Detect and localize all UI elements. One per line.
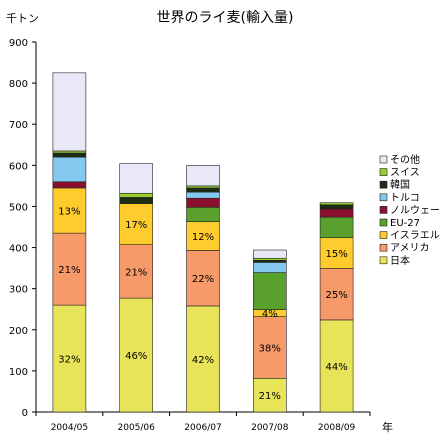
legend-swatch (379, 180, 388, 189)
y-tick-label: 500 (9, 202, 28, 213)
data-label: 12% (192, 232, 214, 243)
legend-label: その他 (390, 153, 420, 166)
bar-segment (186, 197, 220, 208)
bar-segment (52, 152, 87, 158)
legend-swatch (379, 218, 388, 227)
bar-segment (52, 72, 87, 152)
y-axis-unit-label: 千トン (6, 12, 39, 25)
bar-segment (119, 163, 153, 194)
bar-segment (319, 216, 354, 238)
bar-segment (186, 206, 220, 222)
bar-segment (319, 319, 354, 413)
legend-swatch (379, 256, 388, 265)
bar-segment (319, 204, 354, 210)
bar-segment (253, 316, 287, 379)
x-axis-ticks: 2004/05 2005/06 2006/07 2007/08 2008/09 (35, 412, 371, 433)
y-tick-label: 800 (9, 79, 28, 90)
legend-label: トルコ (390, 193, 420, 204)
bar-segment (319, 202, 354, 206)
bar-segment (186, 250, 220, 307)
bar-segment (119, 203, 153, 245)
data-label: 15% (325, 249, 347, 260)
legend-swatch (379, 206, 388, 214)
y-tick-label: 600 (9, 161, 28, 172)
bar-segment (253, 262, 287, 273)
legend-swatch (379, 243, 388, 252)
bar-segment (52, 181, 87, 189)
bar-segment (52, 156, 87, 183)
x-tick-label: 2008/09 (318, 423, 356, 433)
y-tick-label: 100 (9, 367, 28, 378)
bar-segment (119, 192, 153, 198)
y-tick-label: 400 (9, 244, 28, 255)
bar-segment (319, 268, 354, 321)
data-label: 38% (259, 343, 281, 354)
x-tick-label: 2004/05 (51, 423, 88, 433)
y-axis-ticks: 0 100 200 300 400 500 600 700 800 900 (9, 38, 36, 419)
data-label: 13% (58, 207, 80, 218)
y-tick-label: 900 (9, 38, 28, 49)
bar-segment (253, 272, 287, 310)
data-label: 32% (58, 355, 80, 366)
data-label: 21% (58, 265, 80, 276)
chart-title: 世界のライ麦(輸入量) (157, 10, 294, 26)
data-label: 17% (125, 220, 147, 231)
x-tick-label: 2007/08 (251, 423, 289, 433)
bar-segment (186, 305, 220, 413)
bar-segment (253, 259, 287, 263)
y-tick-label: 300 (9, 285, 28, 296)
legend-swatch (379, 231, 388, 239)
bar-segment (253, 249, 287, 259)
legend-swatch (379, 168, 388, 176)
bar-segment (253, 377, 287, 413)
x-tick-label: 2005/06 (118, 423, 156, 433)
y-tick-label: 700 (9, 120, 28, 131)
legend-swatch (379, 155, 388, 164)
x-axis-unit-label: 年 (382, 420, 393, 434)
data-label: 42% (192, 355, 214, 366)
legend-label: 韓国 (390, 179, 410, 191)
bar-segment (52, 304, 87, 413)
bar-segment (119, 197, 153, 204)
y-tick-label: 0 (22, 408, 28, 419)
bar-segment (319, 208, 354, 218)
bar-segment (186, 185, 220, 189)
bar-segment (186, 165, 220, 187)
bar-segment (253, 257, 287, 261)
bar-segment (319, 237, 354, 269)
data-label: 44% (325, 362, 347, 373)
bar-segment (186, 191, 220, 199)
legend-label: 日本 (390, 254, 410, 267)
legend-label: ノルウェー (390, 204, 440, 216)
data-label: 46% (125, 351, 147, 362)
y-tick-label: 200 (9, 326, 28, 337)
legend-swatch (379, 193, 388, 202)
data-label: 25% (325, 290, 347, 301)
data-label: 21% (259, 391, 281, 402)
legend-label: アメリカ (390, 242, 430, 254)
x-tick-label: 2006/07 (184, 423, 221, 433)
data-label: 21% (125, 267, 147, 278)
legend-label: スイス (390, 168, 420, 179)
bar-segment (186, 187, 220, 193)
bar-segment (52, 150, 87, 154)
legend-label: イスラエル (390, 230, 440, 242)
bar-segment (119, 244, 153, 299)
bar-stacks: 32% 21% 13% 46% 21% 17% 42% 22% 12% 21% 38% 4% 44% 25… (52, 72, 354, 413)
data-label: 22% (192, 274, 214, 285)
legend-label: EU-27 (390, 218, 420, 229)
data-label: 4% (262, 309, 278, 320)
